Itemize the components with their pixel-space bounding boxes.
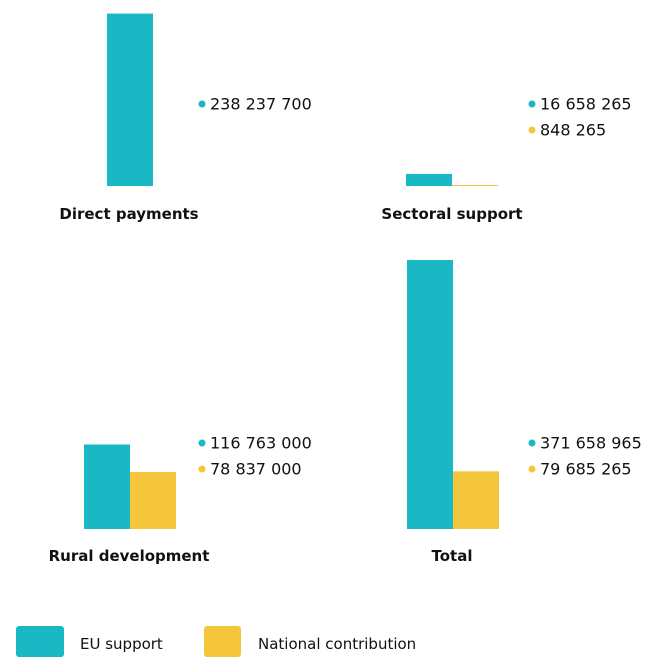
total-label-dot-national — [528, 465, 536, 473]
direct-payments-value-label-eu: 238 237 700 — [210, 95, 312, 114]
direct-payments-eu-support-bar — [107, 13, 153, 186]
direct-payments-caption: Direct payments — [59, 205, 198, 223]
sectoral-support-eu-support-bar — [406, 173, 452, 186]
legend-eu-support-swatch — [16, 626, 64, 657]
sectoral-support-caption: Sectoral support — [381, 205, 522, 223]
legend-national-contribution-swatch — [204, 626, 241, 657]
total-national-contribution-bar — [453, 471, 499, 529]
rural-development-caption: Rural development — [49, 547, 210, 565]
legend-national-contribution-label: National contribution — [258, 635, 416, 653]
total-caption: Total — [432, 547, 473, 565]
direct-payments-label-dot-eu — [198, 100, 206, 108]
total-label-dot-eu — [528, 439, 536, 447]
rural-development-label-dot-national — [198, 465, 206, 473]
legend-eu-support-label: EU support — [80, 635, 163, 653]
sectoral-support-label-dot-national — [528, 126, 536, 134]
rural-development-national-contribution-bar — [130, 471, 176, 529]
total-value-label-national: 79 685 265 — [540, 460, 632, 479]
sectoral-support-value-label-national: 848 265 — [540, 121, 606, 140]
rural-development-value-label-eu: 116 763 000 — [210, 434, 312, 453]
sectoral-support-label-dot-eu — [528, 100, 536, 108]
sectoral-support-value-label-eu: 16 658 265 — [540, 95, 632, 114]
rural-development-eu-support-bar — [84, 444, 130, 529]
total-eu-support-bar — [407, 260, 453, 529]
sectoral-support-national-contribution-bar — [452, 185, 498, 186]
rural-development-label-dot-eu — [198, 439, 206, 447]
total-value-label-eu: 371 658 965 — [540, 434, 642, 453]
rural-development-value-label-national: 78 837 000 — [210, 460, 302, 479]
